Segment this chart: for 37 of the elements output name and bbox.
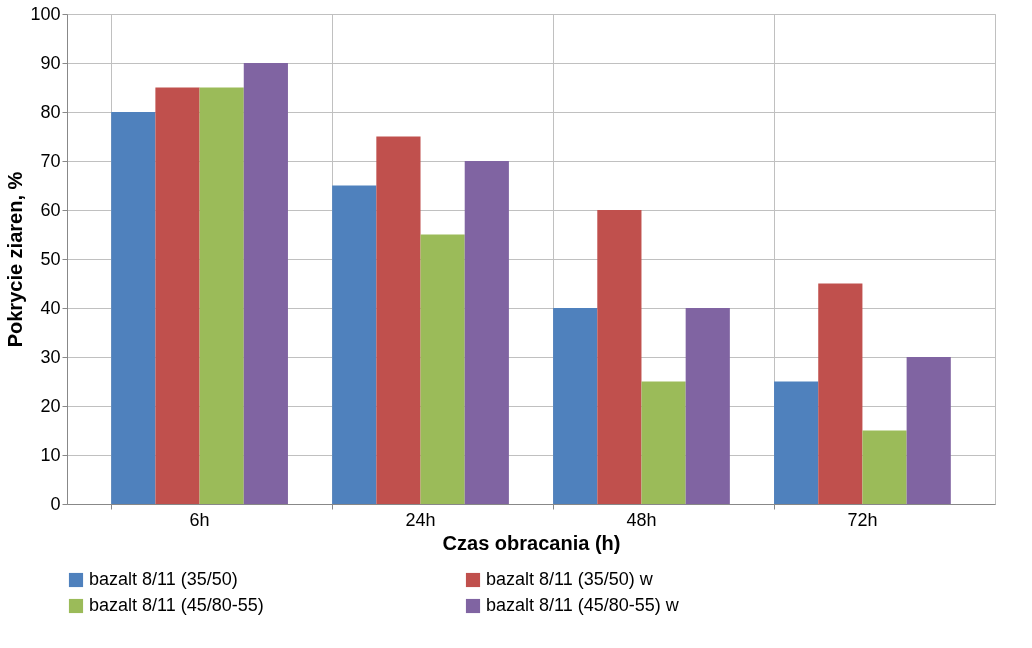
legend-label: bazalt 8/11 (35/50) xyxy=(89,569,238,589)
y-axis-title: Pokrycie ziaren, % xyxy=(4,171,27,348)
bar xyxy=(597,210,642,504)
y-tick-label: 60 xyxy=(40,199,61,220)
bar xyxy=(243,63,288,504)
bar xyxy=(641,381,686,504)
legend-label: bazalt 8/11 (35/50) w xyxy=(486,569,654,589)
bar xyxy=(420,234,465,504)
bar xyxy=(464,161,509,504)
y-tick-label: 40 xyxy=(40,297,61,318)
bar xyxy=(774,381,819,504)
x-axis-title: Czas obracania (h) xyxy=(442,531,621,554)
legend-label: bazalt 8/11 (45/80-55) xyxy=(89,595,264,615)
x-tick-label: 72h xyxy=(847,509,878,530)
bar xyxy=(685,308,730,504)
bar xyxy=(862,430,907,504)
legend-label: bazalt 8/11 (45/80-55) w xyxy=(486,595,680,615)
y-tick-label: 80 xyxy=(40,101,61,122)
bar xyxy=(111,112,156,504)
x-tick-label: 48h xyxy=(626,509,657,530)
bar xyxy=(818,283,863,504)
y-tick-label: 30 xyxy=(40,346,61,367)
bar xyxy=(332,185,377,504)
x-tick-label: 6h xyxy=(189,509,210,530)
y-tick-label: 20 xyxy=(40,395,61,416)
y-tick-label: 0 xyxy=(50,493,61,514)
bar xyxy=(155,87,200,504)
bar xyxy=(376,136,421,504)
bar xyxy=(553,308,598,504)
y-tick-label: 100 xyxy=(30,3,61,24)
bar xyxy=(199,87,244,504)
y-tick-label: 90 xyxy=(40,52,61,73)
y-tick-label: 50 xyxy=(40,248,61,269)
bar xyxy=(906,357,951,504)
y-tick-label: 10 xyxy=(40,444,61,465)
y-tick-label: 70 xyxy=(40,150,61,171)
x-tick-label: 24h xyxy=(405,509,436,530)
